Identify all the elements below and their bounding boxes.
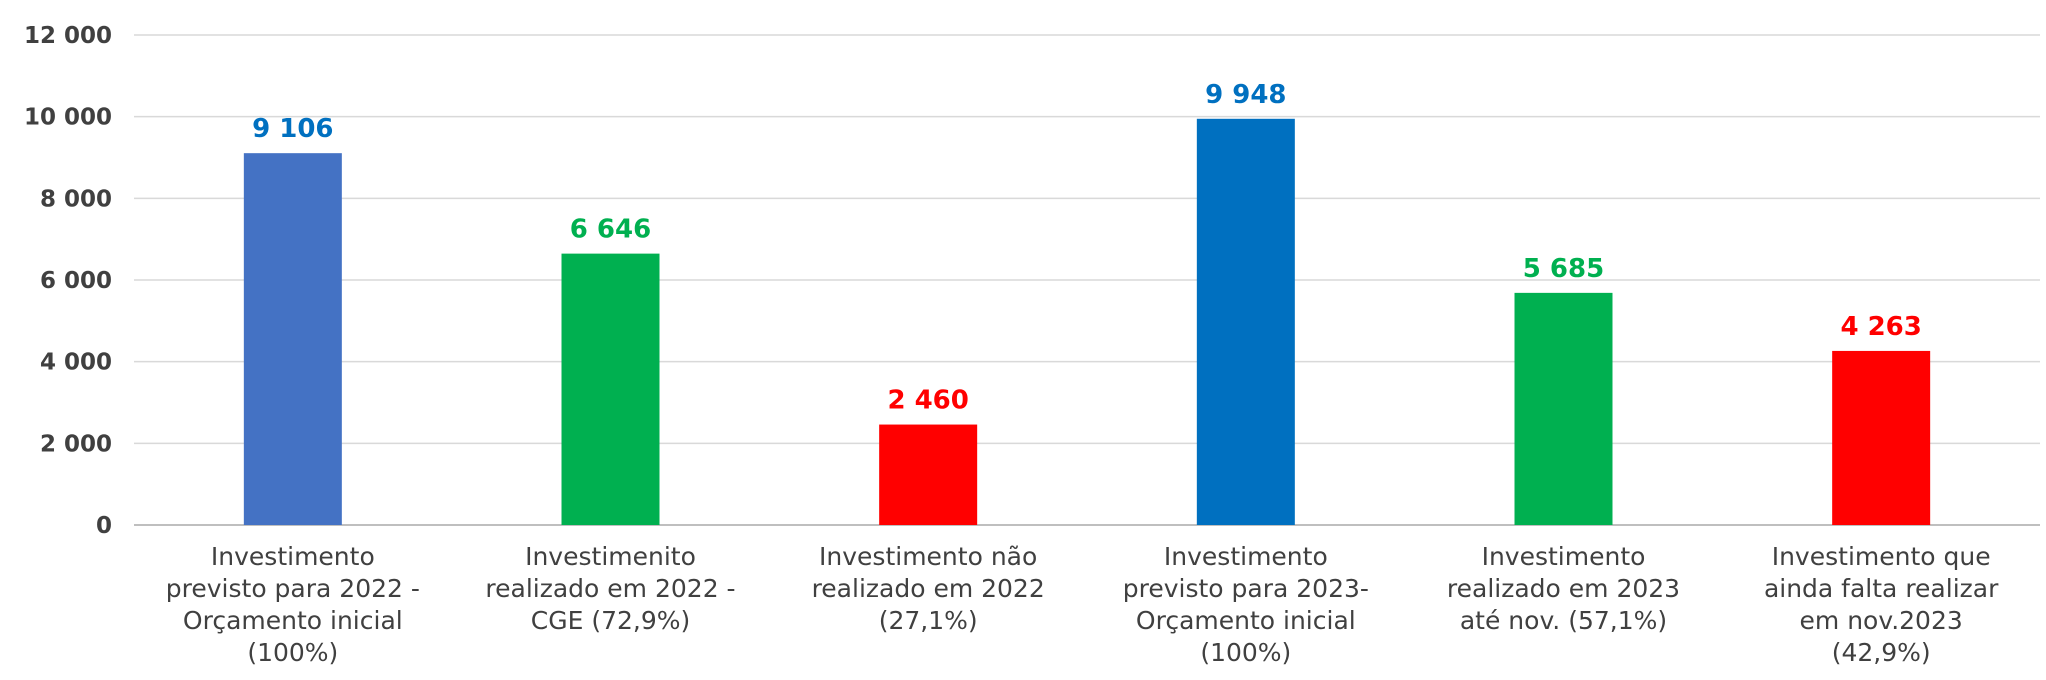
bar [879,424,978,525]
y-tick-label: 8 000 [40,186,112,212]
x-category-label-line: Orçamento inicial [1136,606,1356,635]
data-label: 9 106 [252,114,333,144]
x-category-label: Investimento previsto para 2022 - Orçament… [166,542,420,667]
y-tick-label: 4 000 [40,350,112,376]
y-tick-label: 0 [96,513,112,539]
x-category-label: Investimento realizado em 2023 até nov. (5… [1447,542,1680,635]
data-label: 4 263 [1840,312,1921,342]
x-category-label: Investimento que ainda falta realizar em n… [1764,542,1999,667]
x-category-label-line: (42,9%) [1832,638,1931,667]
data-label: 6 646 [570,215,651,245]
x-category-label-line: realizado em 2022 - [485,574,735,603]
x-category-label-line: Investimento não [819,542,1037,571]
bar [1514,292,1613,525]
x-category-label-line: em nov.2023 [1800,606,1963,635]
y-tick-label: 10 000 [24,105,112,131]
x-category-label-line: Orçamento inicial [183,606,403,635]
gridlines [134,34,2040,526]
bar [243,153,342,525]
x-category-label: Investimento não realizado em 2022 (27,1%) [812,542,1045,635]
x-category-label-line: previsto para 2022 - [166,574,420,603]
data-label: 5 685 [1523,254,1604,284]
x-category-label-line: Investimenito [525,542,696,571]
bar [1196,118,1295,525]
x-category-label-line: ainda falta realizar [1764,574,1999,603]
y-tick-label: 6 000 [40,268,112,294]
x-category-label-line: realizado em 2023 [1447,574,1680,603]
category-labels: Investimento previsto para 2022 - Orçament… [166,542,1999,667]
bar [561,253,660,525]
x-category-label-line: (100%) [1200,638,1291,667]
x-category-label-line: até nov. (57,1%) [1460,606,1667,635]
value-labels: 9 106 6 646 2 460 9 948 5 685 4 263 [252,80,1922,416]
bars [243,118,1931,525]
x-category-label-line: Investimento que [1772,542,1991,571]
x-category-label-line: realizado em 2022 [812,574,1045,603]
x-category-label-line: (27,1%) [879,606,978,635]
x-category-label-line: Investimento [1482,542,1646,571]
bar [1832,350,1931,525]
y-axis-ticks: 0 2 000 4 000 6 000 8 000 10 000 12 000 [24,23,112,539]
y-tick-label: 2 000 [40,431,112,457]
x-category-label-line: previsto para 2023- [1123,574,1369,603]
x-category-label-line: CGE (72,9%) [531,606,691,635]
data-label: 2 460 [887,386,968,416]
x-category-label: Investimenito realizado em 2022 - CGE (72,… [485,542,735,635]
data-label: 9 948 [1205,80,1286,110]
x-category-label-line: (100%) [247,638,338,667]
x-category-label-line: Investimento [211,542,375,571]
y-tick-label: 12 000 [24,23,112,49]
x-category-label-line: Investimento [1164,542,1328,571]
x-category-label: Investimento previsto para 2023- Orçamento… [1123,542,1369,667]
